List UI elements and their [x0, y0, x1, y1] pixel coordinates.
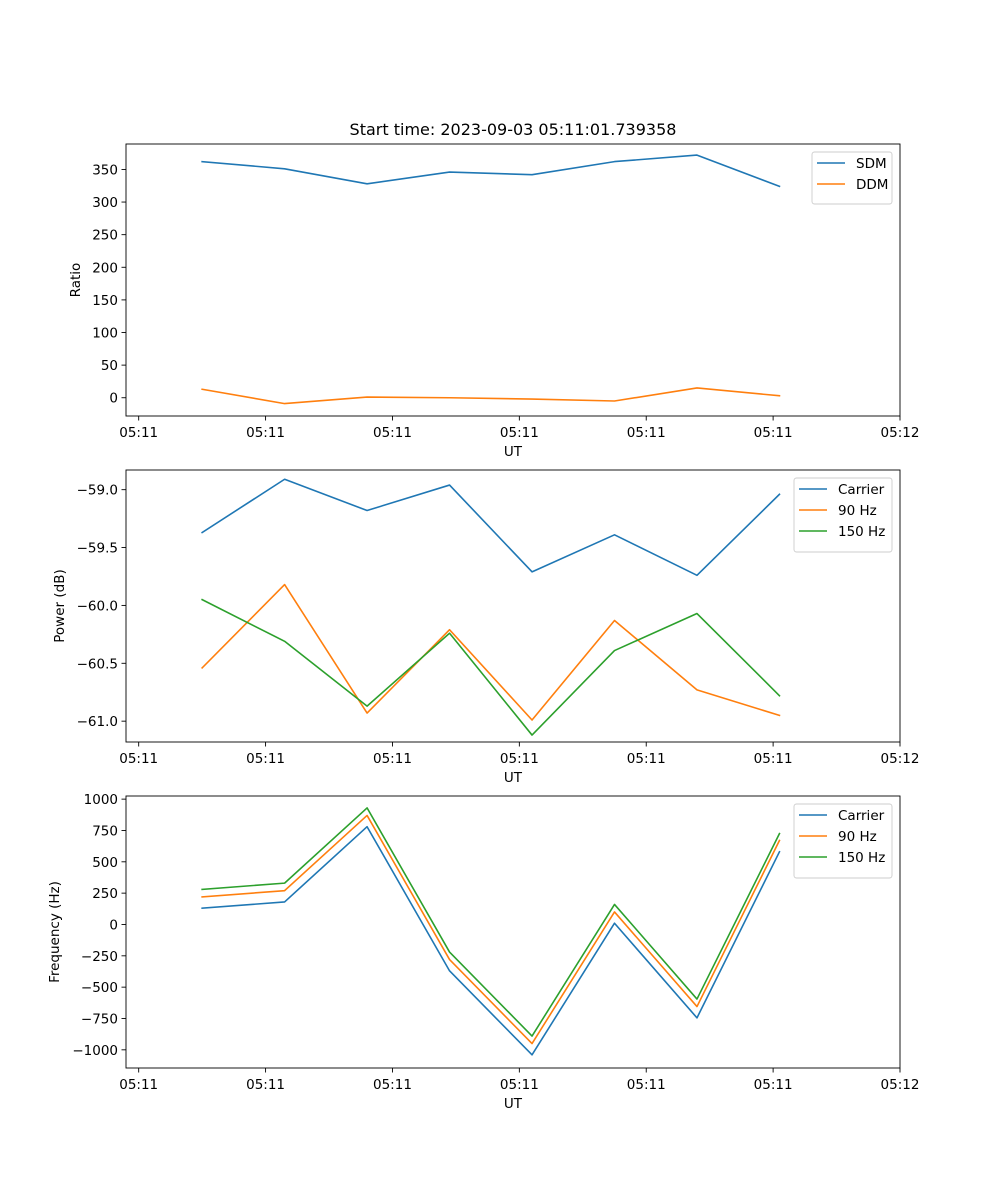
y-tick-label: 200 — [92, 260, 118, 276]
x-tick-label: 05:11 — [246, 425, 285, 441]
series-line-carrier — [201, 478, 781, 577]
legend: Carrier 90 Hz 150 Hz — [793, 477, 893, 553]
plot-area — [126, 796, 900, 1068]
x-axis-label: UT — [504, 1096, 523, 1112]
series-line-90-hz — [200, 583, 781, 721]
y-tick-label: 300 — [92, 195, 118, 211]
legend-label: 90 Hz — [838, 829, 877, 845]
y-tick-label: 100 — [92, 326, 118, 342]
plot-area — [126, 144, 900, 416]
x-tick-label: 05:11 — [500, 751, 539, 767]
legend-label: Carrier — [838, 482, 885, 498]
legend-box — [793, 803, 893, 879]
y-tick-label: −59.0 — [77, 483, 118, 499]
y-tick-label: −60.5 — [77, 656, 118, 672]
x-tick-label: 05:11 — [627, 751, 666, 767]
series-line-sdm — [201, 154, 781, 188]
chart-title: Start time: 2023-09-03 05:11:01.739358 — [350, 120, 677, 139]
x-tick-label: 05:12 — [881, 1077, 920, 1093]
y-tick-label: 0 — [109, 917, 118, 933]
y-tick-label: 750 — [92, 823, 118, 839]
y-tick-label: −1000 — [72, 1043, 118, 1059]
x-tick-label: 05:11 — [754, 1077, 793, 1093]
legend-label: DDM — [856, 177, 888, 193]
y-axis-label: Frequency (Hz) — [47, 881, 63, 983]
y-tick-label: −250 — [81, 949, 118, 965]
y-axis-label: Power (dB) — [52, 569, 68, 642]
y-tick-label: 500 — [92, 855, 118, 871]
legend-label: 150 Hz — [838, 524, 885, 540]
y-tick-label: −59.5 — [77, 541, 118, 557]
x-tick-label: 05:11 — [119, 425, 158, 441]
y-tick-label: 50 — [101, 358, 118, 374]
x-tick-label: 05:11 — [246, 751, 285, 767]
x-tick-label: 05:11 — [754, 751, 793, 767]
legend-label: 150 Hz — [838, 850, 885, 866]
series-lines — [200, 478, 781, 736]
y-tick-label: −61.0 — [77, 714, 118, 730]
legend-label: Carrier — [838, 808, 885, 824]
y-tick-label: −750 — [81, 1011, 118, 1027]
legend-box — [811, 151, 893, 205]
legend-box — [793, 477, 893, 553]
y-tick-label: 1000 — [84, 792, 118, 808]
series-line-carrier — [201, 825, 781, 1056]
x-axis-label: UT — [504, 444, 523, 460]
power-panel: 05:11 05:11 05:11 05:11 05:11 05:11 05:12 −61.0… — [52, 469, 920, 786]
legend: Carrier 90 Hz 150 Hz — [793, 803, 893, 879]
axes-frame — [125, 795, 901, 1069]
x-tick-label: 05:11 — [500, 425, 539, 441]
x-tick-label: 05:11 — [119, 751, 158, 767]
frequency-panel: 05:11 05:11 05:11 05:11 05:11 05:11 05:12 −1000… — [47, 792, 919, 1112]
x-tick-label: 05:11 — [373, 425, 412, 441]
y-tick-label: 250 — [92, 886, 118, 902]
x-tick-label: 05:11 — [500, 1077, 539, 1093]
legend-label: SDM — [856, 156, 887, 172]
x-tick-label: 05:12 — [881, 425, 920, 441]
y-axis-label: Ratio — [68, 263, 84, 298]
y-tick-label: 150 — [92, 293, 118, 309]
x-axis-label: UT — [504, 770, 523, 786]
y-tick-label: 350 — [92, 162, 118, 178]
series-lines — [201, 807, 781, 1056]
legend-label: 90 Hz — [838, 503, 877, 519]
y-tick-label: −500 — [81, 980, 118, 996]
series-line-90-hz — [201, 814, 781, 1045]
x-tick-label: 05:11 — [246, 1077, 285, 1093]
x-tick-label: 05:11 — [627, 425, 666, 441]
series-line-ddm — [201, 387, 781, 405]
series-lines — [201, 154, 781, 405]
x-tick-label: 05:11 — [373, 1077, 412, 1093]
axes-frame — [125, 143, 901, 417]
x-tick-label: 05:11 — [754, 425, 793, 441]
y-tick-label: 0 — [109, 391, 118, 407]
series-line-150-hz — [201, 807, 781, 1037]
y-tick-label: −60.0 — [77, 598, 118, 614]
series-line-150-hz — [201, 598, 781, 736]
x-tick-label: 05:11 — [627, 1077, 666, 1093]
x-tick-label: 05:12 — [881, 751, 920, 767]
axes-frame — [125, 469, 901, 743]
x-tick-label: 05:11 — [119, 1077, 158, 1093]
legend: SDM DDM — [811, 151, 893, 205]
y-tick-label: 250 — [92, 228, 118, 244]
x-tick-label: 05:11 — [373, 751, 412, 767]
plot-area — [126, 470, 900, 742]
ratio-panel: 05:11 05:11 05:11 05:11 05:11 05:11 05:12 0 50 10… — [68, 120, 919, 460]
